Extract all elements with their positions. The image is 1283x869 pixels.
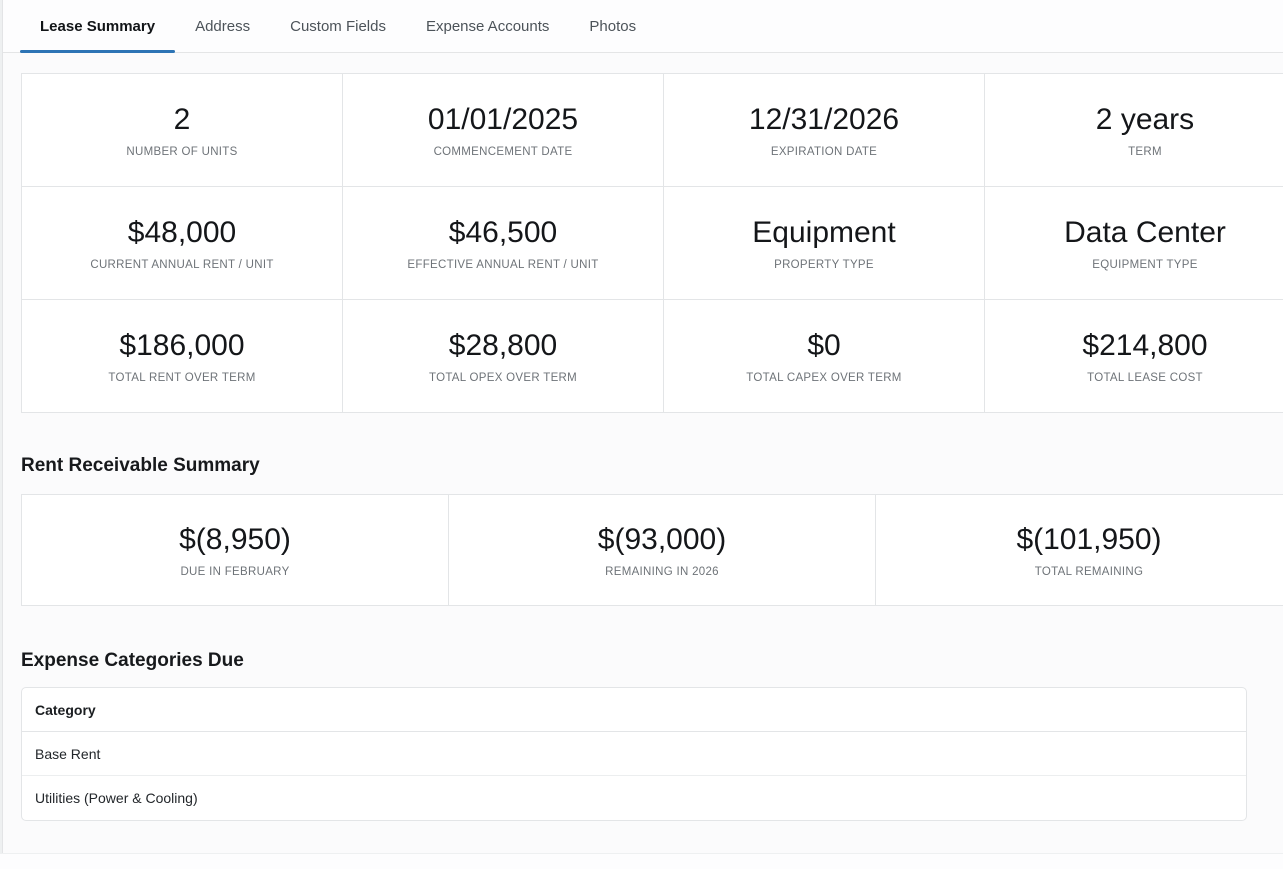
stat-card-due-in-february: $(8,950) DUE IN FEBRUARY	[22, 495, 448, 605]
stat-label: CURRENT ANNUAL RENT / UNIT	[90, 258, 274, 271]
tab-address[interactable]: Address	[195, 17, 251, 35]
section-title-rent-receivable: Rent Receivable Summary	[21, 455, 260, 476]
tab-custom-fields[interactable]: Custom Fields	[290, 17, 386, 35]
stat-value: $186,000	[119, 328, 245, 362]
stat-card-effective-annual-rent: $46,500 EFFECTIVE ANNUAL RENT / UNIT	[343, 187, 663, 299]
stat-card-total-opex-over-term: $28,800 TOTAL OPEX OVER TERM	[343, 300, 663, 412]
stat-card-current-annual-rent: $48,000 CURRENT ANNUAL RENT / UNIT	[22, 187, 342, 299]
stat-label: TERM	[1128, 145, 1162, 158]
stat-value: $48,000	[127, 215, 237, 249]
stat-card-property-type: Equipment PROPERTY TYPE	[664, 187, 984, 299]
section-title-expense-categories: Expense Categories Due	[21, 650, 244, 671]
stat-card-total-capex-over-term: $0 TOTAL CAPEX OVER TERM	[664, 300, 984, 412]
stat-label: TOTAL CAPEX OVER TERM	[746, 371, 902, 384]
stat-value: Equipment	[752, 215, 896, 249]
stat-value: $(101,950)	[1016, 522, 1162, 556]
tab-lease-summary[interactable]: Lease Summary	[20, 0, 176, 53]
stat-label: EQUIPMENT TYPE	[1092, 258, 1198, 271]
stat-card-equipment-type: Data Center EQUIPMENT TYPE	[985, 187, 1283, 299]
tab-photos[interactable]: Photos	[589, 17, 637, 35]
stat-label: EFFECTIVE ANNUAL RENT / UNIT	[407, 258, 599, 271]
stat-card-total-remaining: $(101,950) TOTAL REMAINING	[876, 495, 1283, 605]
stat-label: COMMENCEMENT DATE	[433, 145, 573, 158]
stat-label: NUMBER OF UNITS	[126, 145, 238, 158]
stat-value: $(93,000)	[597, 522, 727, 556]
stat-label: EXPIRATION DATE	[770, 145, 878, 158]
stat-value: $(8,950)	[179, 522, 291, 556]
lease-stats-grid: 2 NUMBER OF UNITS 01/01/2025 COMMENCEMEN…	[21, 73, 1283, 413]
horizontal-scrollbar[interactable]	[0, 854, 1283, 869]
stat-value: Data Center	[1064, 215, 1226, 249]
table-row: Base Rent	[22, 732, 1246, 776]
stat-value: 12/31/2026	[748, 102, 900, 136]
tab-expense-accounts[interactable]: Expense Accounts	[425, 17, 550, 35]
stat-value: $0	[807, 328, 841, 362]
stat-label: DUE IN FEBRUARY	[180, 565, 290, 578]
expense-categories-table: Category Base Rent Utilities (Power & Co…	[21, 687, 1247, 821]
stat-card-remaining-in-2026: $(93,000) REMAINING IN 2026	[449, 495, 875, 605]
stat-value: 2 years	[1095, 102, 1195, 136]
stat-card-term: 2 years TERM	[985, 74, 1283, 186]
table-header-category: Category	[22, 688, 1246, 732]
stat-card-expiration-date: 12/31/2026 EXPIRATION DATE	[664, 74, 984, 186]
tab-bar: Lease Summary Address Custom Fields Expe…	[3, 0, 1283, 53]
stat-label: REMAINING IN 2026	[605, 565, 719, 578]
table-row: Utilities (Power & Cooling)	[35, 790, 198, 806]
stat-label: TOTAL LEASE COST	[1087, 371, 1203, 384]
stat-label: PROPERTY TYPE	[774, 258, 874, 271]
stat-label: TOTAL RENT OVER TERM	[108, 371, 256, 384]
stat-value: 2	[173, 102, 191, 136]
stat-value: $214,800	[1082, 328, 1208, 362]
stat-value: $46,500	[448, 215, 558, 249]
lease-summary-content: 2 NUMBER OF UNITS 01/01/2025 COMMENCEMEN…	[3, 53, 1283, 821]
stat-label: TOTAL REMAINING	[1034, 565, 1144, 578]
stat-card-total-lease-cost: $214,800 TOTAL LEASE COST	[985, 300, 1283, 412]
stat-value: $28,800	[448, 328, 558, 362]
stat-card-total-rent-over-term: $186,000 TOTAL RENT OVER TERM	[22, 300, 342, 412]
stat-card-number-of-units: 2 NUMBER OF UNITS	[22, 74, 342, 186]
stat-label: TOTAL OPEX OVER TERM	[428, 371, 578, 384]
stat-value: 01/01/2025	[427, 102, 579, 136]
rent-receivable-grid: $(8,950) DUE IN FEBRUARY $(93,000) REMAI…	[21, 494, 1283, 606]
stat-card-commencement-date: 01/01/2025 COMMENCEMENT DATE	[343, 74, 663, 186]
